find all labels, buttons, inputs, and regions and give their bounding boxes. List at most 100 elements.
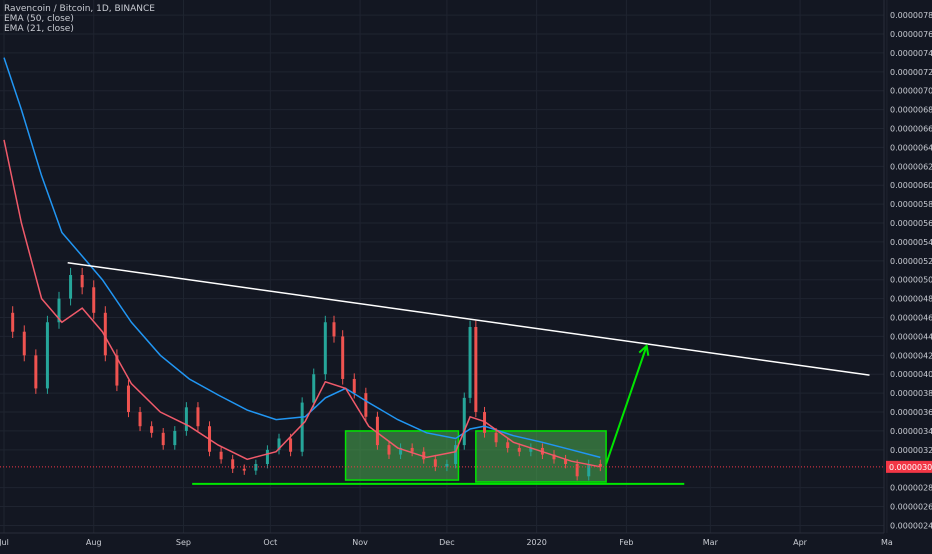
candle-body: [69, 275, 73, 299]
x-tick-label: Jul: [0, 538, 9, 547]
candle-body: [552, 454, 556, 460]
candle-body: [422, 451, 426, 460]
candle-body: [445, 464, 449, 467]
candle-body: [529, 447, 533, 452]
y-tick-label: 0.00000240: [890, 521, 932, 530]
candle-body: [323, 322, 327, 375]
candle-body: [22, 331, 26, 356]
candle-body: [587, 464, 591, 477]
candle-body: [468, 326, 472, 398]
indicator-ema21-label[interactable]: EMA (21, close): [4, 24, 74, 34]
candle-body: [11, 312, 15, 332]
candle-body: [375, 416, 379, 446]
ema50-line: [3, 57, 601, 459]
range-box-1[interactable]: [344, 430, 460, 481]
candle-body: [173, 430, 177, 446]
x-tick-label: Apr: [793, 538, 808, 547]
candle-body: [352, 378, 356, 394]
candle-body: [575, 464, 579, 477]
candle-body: [598, 464, 602, 467]
candle-body: [494, 432, 498, 443]
candle-body: [242, 468, 246, 471]
x-tick-label: Mar: [703, 538, 719, 547]
last-price-label: 0.00000302: [889, 463, 932, 472]
candle-body: [300, 402, 304, 452]
candle-body: [161, 432, 165, 446]
candle-body: [115, 355, 119, 386]
candle-body: [506, 442, 510, 448]
last-price-badge: [886, 460, 932, 473]
candle-body: [126, 385, 130, 413]
candle-body: [433, 459, 437, 467]
x-tick-label: Oct: [263, 538, 277, 547]
indicator-ema50-label[interactable]: EMA (50, close): [4, 14, 74, 24]
candle-body: [138, 412, 142, 427]
candle-body: [80, 275, 84, 288]
candle-body: [103, 312, 107, 356]
x-tick-label: Ma: [881, 538, 893, 547]
chart-legend: Ravencoin / Bitcoin, 1D, BINANCE EMA (50…: [4, 4, 155, 34]
candle-body: [454, 445, 458, 465]
projection-arrow-head[interactable]: [638, 343, 650, 356]
x-tick-label: Aug: [86, 538, 102, 547]
candle-body: [399, 447, 403, 455]
candle-body: [341, 336, 345, 379]
candle-body: [184, 407, 188, 431]
x-tick-label: Nov: [352, 538, 368, 547]
candle-body: [150, 426, 154, 433]
candle-body: [57, 298, 61, 323]
candle-body: [312, 374, 316, 403]
candle-body: [289, 438, 293, 452]
candle-body: [517, 447, 521, 452]
candle-body: [462, 397, 466, 446]
candle-body: [231, 459, 235, 469]
candle-body: [196, 407, 200, 427]
candle-body: [564, 459, 568, 465]
trendline[interactable]: [67, 261, 870, 376]
x-tick-label: Dec: [439, 538, 454, 547]
symbol-title[interactable]: Ravencoin / Bitcoin, 1D, BINANCE: [4, 4, 155, 14]
candle-body: [387, 445, 391, 455]
x-tick-label: Feb: [619, 538, 633, 547]
x-tick-label: 2020: [526, 538, 546, 547]
candle-body: [410, 447, 414, 452]
candle-body: [219, 451, 223, 460]
candle-body: [474, 326, 478, 413]
candle-body: [92, 287, 96, 313]
candle-body: [45, 322, 49, 389]
candle-body: [277, 438, 281, 450]
candle-body: [265, 449, 269, 465]
projection-arrow-shaft[interactable]: [605, 345, 648, 465]
candle-body: [34, 355, 38, 389]
x-tick-label: Sep: [176, 538, 191, 547]
